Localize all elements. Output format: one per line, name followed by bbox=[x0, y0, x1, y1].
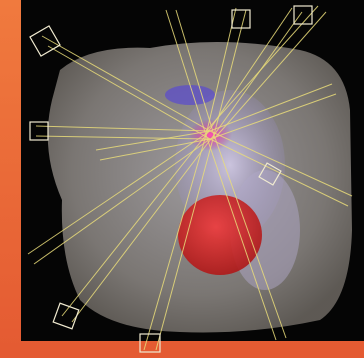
beams bbox=[27, 5, 353, 351]
tumor bbox=[178, 195, 262, 275]
vessel bbox=[165, 85, 215, 105]
collimators bbox=[29, 5, 313, 353]
